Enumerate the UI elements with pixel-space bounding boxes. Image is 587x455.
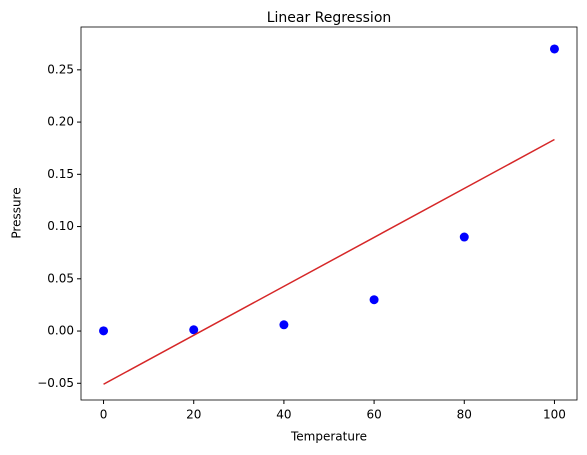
- x-tick-label: 80: [457, 408, 472, 422]
- x-tick-label: 100: [543, 408, 566, 422]
- y-tick-label: −0.05: [37, 376, 74, 390]
- y-tick-label: 0.00: [47, 324, 74, 338]
- y-tick-label: 0.15: [47, 167, 74, 181]
- point: [369, 295, 379, 305]
- x-tick-label: 0: [100, 408, 108, 422]
- plot-frame: [80, 26, 578, 401]
- point: [549, 44, 559, 54]
- point: [99, 326, 109, 336]
- point: [189, 325, 199, 335]
- y-tick-label: 0.10: [47, 219, 74, 233]
- x-axis-label: Temperature: [290, 430, 367, 444]
- point: [279, 320, 289, 330]
- y-axis-label: Pressure: [10, 187, 24, 238]
- chart-title: Linear Regression: [267, 10, 392, 26]
- x-tick-label: 40: [276, 408, 291, 422]
- point: [459, 232, 469, 242]
- y-tick-label: 0.05: [47, 271, 74, 285]
- y-tick-label: 0.20: [47, 115, 74, 129]
- y-tick-label: 0.25: [47, 62, 74, 76]
- x-tick-label: 20: [186, 408, 201, 422]
- regression-line: [103, 138, 555, 385]
- x-tick-label: 60: [366, 408, 381, 422]
